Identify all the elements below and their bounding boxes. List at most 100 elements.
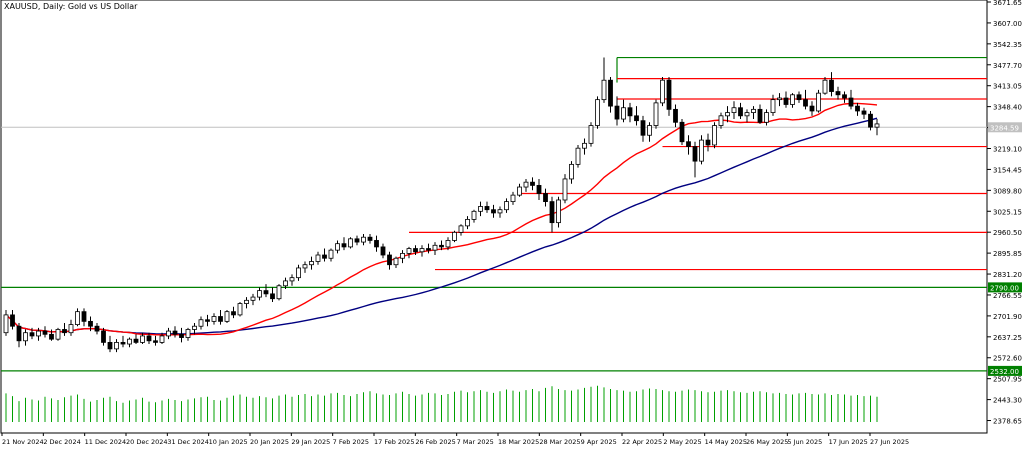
candle-body [575,147,581,165]
plot-frame [0,0,988,434]
candle-body [699,139,704,162]
x-tick-label: 5 Jun 2025 [787,438,822,446]
candle-body [536,185,542,194]
candle-body [595,99,600,126]
x-tick-label: 17 Jun 2025 [829,438,868,446]
x-tick-label: 28 Mar 2025 [539,438,580,446]
candle-body [757,108,763,123]
candle-body [445,240,451,248]
x-tick-label: 2 Dec 2024 [43,438,80,446]
candle-body [465,219,470,227]
candle-body [426,248,431,251]
candle-body [211,316,217,322]
candle-body [49,333,54,340]
y-tick-label: 3348.40 [993,104,1022,112]
candle-body [471,210,477,220]
candle-body [270,293,275,300]
y-tick-label: 3413.05 [993,83,1022,91]
candle-body [185,329,191,338]
candle-body [393,257,399,266]
candle-body [783,97,789,105]
candle-body [354,238,360,243]
candle-body [153,340,158,343]
candle-body [289,277,295,282]
y-tick-label: 3025.15 [993,208,1022,216]
candle-body [140,335,145,343]
candle-body [517,186,522,196]
candle-body [218,316,223,322]
level-price-label: 2532.00 [990,368,1019,376]
candle-body [120,342,126,345]
candle-body [822,79,828,94]
chart-title: XAUUSD, Daily: Gold vs US Dollar [4,2,138,11]
candle-body [400,252,405,259]
current-price-label: 3284.59 [990,124,1019,132]
y-tick-label: 2895.85 [993,250,1022,258]
x-tick-label: 20 Dec 2024 [126,438,168,446]
candle-body [231,311,236,316]
candle-body [309,261,314,266]
x-tick-label: 9 Apr 2025 [581,438,617,446]
candle-body [335,243,340,251]
ma-slow-line [5,117,878,335]
candle-body [283,280,288,287]
candle-body [432,244,438,251]
candle-body [3,314,9,334]
y-tick-label: 3089.80 [993,187,1022,195]
candle-body [88,320,93,327]
y-tick-label: 2507.95 [993,376,1022,384]
y-tick-label: 2960.50 [993,229,1022,237]
y-tick-label: 3154.45 [993,166,1022,174]
candle-body [647,125,652,136]
candle-body [842,94,847,99]
candle-body [94,325,100,332]
candle-body [634,115,639,122]
candle-body [146,335,152,342]
candle-body [224,311,230,322]
candle-body [705,139,711,146]
candle-body [569,163,574,180]
candle-body [621,107,626,120]
y-tick-label: 2831.20 [993,271,1022,279]
y-tick-label: 3671.65 [993,0,1022,7]
level-price-box [988,282,1022,293]
candle-body [341,243,347,248]
candle-body [257,290,262,298]
candle-body [62,329,67,334]
candle-body [627,107,633,117]
candle-body [744,112,750,117]
candle-body [803,99,808,107]
candle-body [556,199,561,224]
x-tick-label: 14 May 2025 [705,438,747,446]
candle-body [276,285,282,300]
y-tick-label: 3219.10 [993,145,1022,153]
candle-body [263,290,269,295]
candle-body [101,330,106,343]
ma-fast-line [5,102,878,336]
candle-body [614,105,620,120]
level-price-box [988,365,1022,376]
candle-body [348,238,353,248]
candle-body [23,332,28,342]
level-price-label: 2790.00 [990,284,1019,292]
x-tick-label: 29 Jan 2025 [291,438,330,446]
candle-body [829,79,834,92]
candle-body [543,193,548,203]
candle-body [816,92,821,112]
candle-body [244,299,249,304]
candle-body [601,79,607,101]
candle-body [790,94,795,105]
candle-body [133,338,139,343]
candle-body [367,236,373,241]
y-tick-label: 2443.30 [993,397,1022,405]
candle-body [452,231,457,241]
candle-body [679,121,685,143]
x-tick-label: 21 Nov 2024 [2,438,44,446]
candle-body [478,206,483,212]
x-tick-label: 10 Jan 2025 [209,438,248,446]
candle-body [855,105,860,112]
candle-body [16,325,22,342]
x-tick-label: 18 Mar 2025 [498,438,539,446]
candle-body [179,333,184,338]
